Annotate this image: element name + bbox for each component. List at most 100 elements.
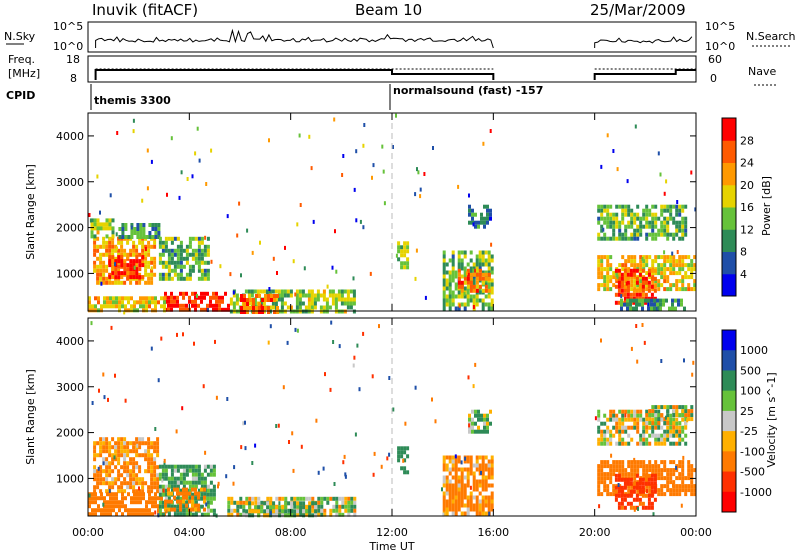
heatmap-point (166, 192, 168, 197)
heatmap-cell (615, 464, 619, 469)
heatmap-cell (606, 492, 610, 497)
heatmap-cell (647, 272, 651, 277)
heatmap-cell (158, 276, 162, 281)
heatmap-cell (454, 503, 458, 508)
heatmap-cell (264, 306, 267, 310)
heatmap-cell (475, 499, 479, 504)
heatmap-cell (603, 472, 607, 477)
heatmap-cell (200, 291, 203, 296)
heatmap-cell (597, 216, 601, 221)
heatmap-cell (687, 484, 691, 489)
heatmap-cell (298, 301, 302, 306)
heatmap-cell (638, 298, 641, 303)
heatmap-cell (636, 417, 640, 422)
heatmap-cell (466, 495, 470, 500)
heatmap-cell (126, 252, 130, 257)
heatmap-cell (690, 488, 694, 493)
heatmap-cell (164, 272, 168, 277)
heatmap-cell (648, 433, 652, 438)
heatmap-cell (471, 421, 474, 426)
heatmap-cell (167, 499, 170, 504)
heatmap-cell (319, 293, 323, 298)
x-tick-label: 20:00 (579, 526, 611, 539)
heatmap-cell (313, 293, 317, 298)
heatmap-cell (236, 504, 240, 509)
heatmap-cell (218, 299, 221, 304)
heatmap-cell (135, 259, 139, 264)
heatmap-point (665, 179, 668, 184)
heatmap-cell (487, 495, 491, 500)
heatmap-cell (484, 487, 488, 492)
heatmap-cell (209, 488, 213, 493)
heatmap-point (664, 415, 667, 420)
heatmap-cell (457, 284, 461, 289)
heatmap-point (89, 218, 92, 223)
heatmap-cell (212, 291, 215, 296)
heatmap-cell (672, 255, 676, 260)
heatmap-cell (347, 508, 351, 513)
heatmap-cell (669, 405, 673, 410)
heatmap-cell (600, 204, 604, 209)
heatmap-cell (636, 228, 640, 233)
heatmap-cell (687, 488, 691, 493)
heatmap-cell (176, 504, 180, 509)
heatmap-cell (654, 441, 658, 446)
heatmap-cell (337, 293, 341, 298)
colorbar-swatch (722, 330, 736, 351)
heatmap-cell (310, 289, 314, 294)
heatmap-point (490, 242, 493, 247)
heatmap-cell (454, 507, 458, 512)
heatmap-cell (597, 267, 601, 272)
heatmap-cell (600, 216, 604, 221)
heatmap-cell (684, 271, 688, 276)
heatmap-cell (150, 465, 154, 470)
heatmap-cell (400, 265, 404, 270)
heatmap-cell (194, 491, 197, 496)
heatmap-cell (639, 224, 643, 229)
heatmap-cell (227, 512, 231, 517)
heatmap-cell (603, 413, 607, 418)
heatmap-cell (681, 405, 685, 410)
heatmap-cell (132, 271, 136, 276)
heatmap-cell (457, 467, 461, 472)
heatmap-cell (635, 473, 639, 478)
heatmap-point (196, 126, 199, 131)
heatmap-cell (138, 489, 142, 494)
heatmap-cell (123, 489, 127, 494)
heatmap-cell (203, 295, 206, 300)
heatmap-cell (94, 304, 97, 309)
heatmap-point (610, 453, 613, 458)
heatmap-cell (672, 480, 676, 485)
heatmap-cell (203, 507, 206, 512)
heatmap-cell (678, 425, 682, 430)
heatmap-cell (124, 304, 127, 309)
heatmap-cell (346, 301, 350, 306)
heatmap-point (362, 225, 365, 230)
heatmap-cell (132, 465, 136, 470)
heatmap-cell (123, 252, 127, 257)
heatmap-cell (121, 496, 124, 501)
heatmap-cell (629, 501, 633, 506)
heatmap-cell (332, 508, 336, 513)
heatmap-cell (606, 279, 610, 284)
heatmap-cell (681, 472, 685, 477)
heatmap-cell (651, 212, 655, 217)
heatmap-cell (145, 308, 148, 313)
heatmap-cell (466, 276, 470, 281)
heatmap-cell (239, 496, 243, 501)
heatmap-cell (102, 437, 106, 442)
heatmap-cell (335, 512, 339, 517)
heatmap-cell (597, 409, 601, 414)
heatmap-cell (156, 489, 160, 494)
heatmap-cell (448, 286, 452, 291)
heatmap-cell (148, 300, 151, 305)
heatmap-cell (678, 259, 682, 264)
heatmap-cell (120, 263, 124, 268)
heatmap-cell (296, 512, 300, 517)
heatmap-cell (158, 464, 162, 469)
heatmap-cell (654, 433, 658, 438)
heatmap-cell (258, 302, 261, 306)
heatmap-cell (194, 472, 198, 477)
heatmap-cell (489, 212, 492, 217)
heatmap-point (472, 268, 475, 273)
